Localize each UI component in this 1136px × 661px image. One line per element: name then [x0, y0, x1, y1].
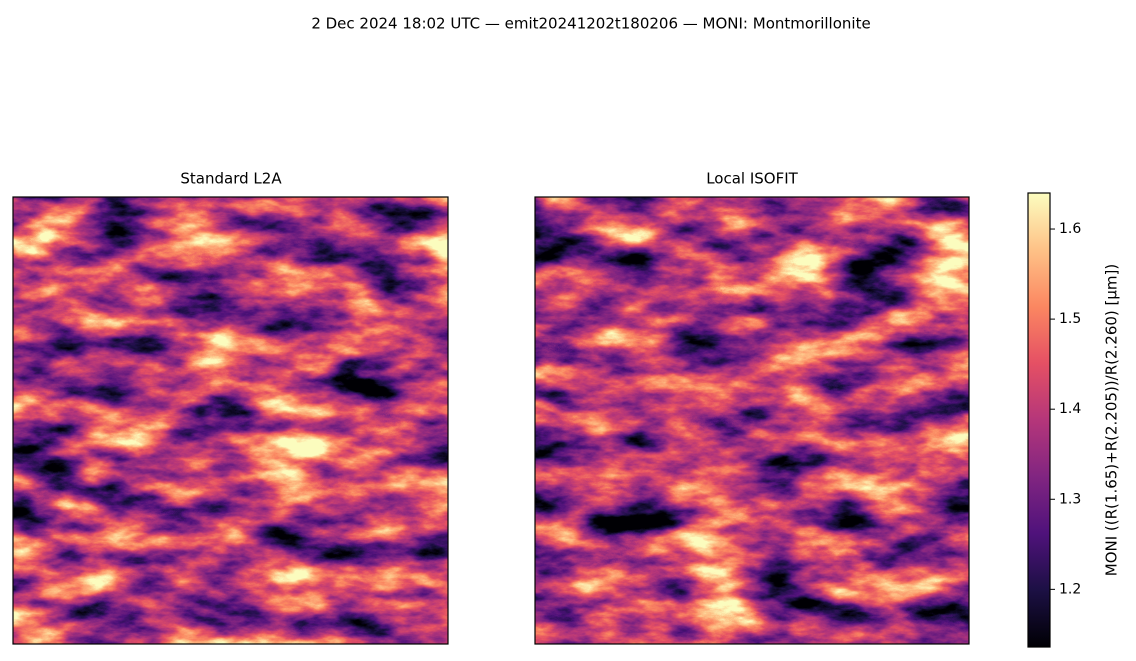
image-panel: [535, 197, 969, 644]
colorbar-tick-label: 1.6: [1059, 221, 1081, 237]
image-panel: [13, 197, 448, 644]
panel-title: Local ISOFIT: [706, 170, 798, 188]
colorbar-tick-label: 1.5: [1059, 311, 1081, 327]
colorbar-label: MONI ((R(1.65)+R(2.205))/R(2.260) [µm]): [1103, 264, 1121, 576]
colorbar-tick-label: 1.2: [1059, 581, 1081, 597]
figure-title: 2 Dec 2024 18:02 UTC — emit20241202t1802…: [311, 15, 870, 33]
panel-title: Standard L2A: [180, 170, 282, 188]
panel-frame: [534, 196, 970, 645]
colorbar-tick-label: 1.4: [1059, 401, 1081, 417]
colorbar: [1027, 192, 1051, 648]
panel-frame: [12, 196, 449, 645]
colorbar-tick-label: 1.3: [1059, 491, 1081, 507]
